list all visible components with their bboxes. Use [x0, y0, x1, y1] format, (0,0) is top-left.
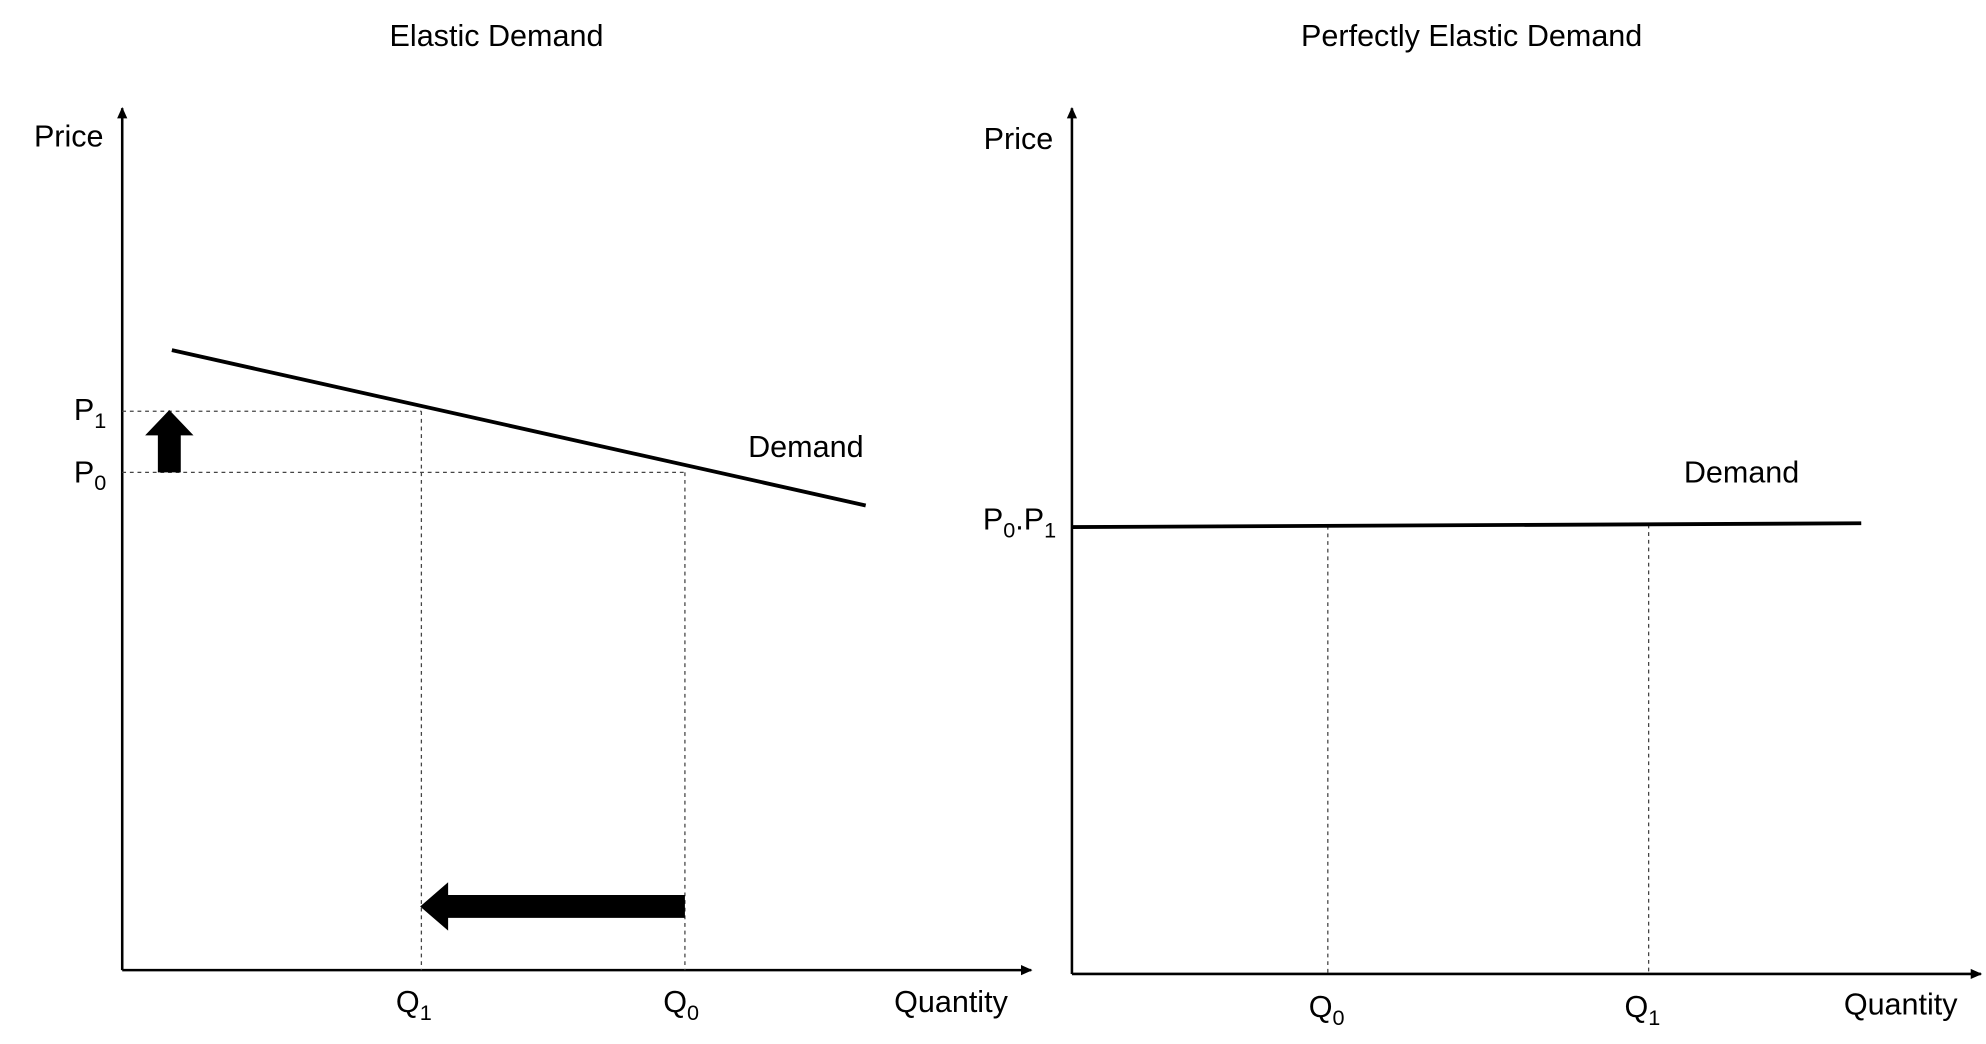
label-base: Q — [1624, 990, 1648, 1024]
quantity-label: Q1 — [1624, 990, 1660, 1030]
curve-label: Demand — [748, 430, 863, 464]
label-sub: 0 — [687, 1000, 699, 1025]
label-sub: 1 — [94, 408, 106, 433]
panel-title: Elastic Demand — [390, 19, 604, 53]
label-sub: 0 — [1003, 517, 1015, 542]
demand-curve — [171, 348, 867, 508]
perfectly-elastic-panel: Perfectly Elastic Demand Price Quantity … — [983, 19, 1983, 1030]
label-base: P — [74, 393, 94, 427]
label-base: Q — [1309, 990, 1333, 1024]
label-base: Q — [663, 985, 687, 1019]
price-up-arrow — [145, 409, 194, 473]
x-axis-label: Quantity — [1844, 988, 1958, 1022]
elastic-panel: Elastic Demand Price Quantity Demand P1 … — [34, 19, 1033, 1025]
y-axis-label: Price — [984, 122, 1054, 156]
label-base: P — [1024, 503, 1044, 537]
demand-curve — [1071, 521, 1862, 530]
label-sub: 1 — [420, 1000, 432, 1025]
panel-title: Perfectly Elastic Demand — [1301, 19, 1642, 53]
label-base: P — [983, 503, 1003, 537]
label-sub: 1 — [1044, 517, 1056, 542]
quantity-label: Q0 — [663, 985, 699, 1025]
curve-label: Demand — [1684, 456, 1799, 490]
quantity-label: Q1 — [396, 985, 432, 1025]
label-separator: . — [1015, 503, 1024, 537]
label-sub: 1 — [1648, 1005, 1660, 1030]
price-label: P0.P1 — [983, 503, 1056, 543]
price-label: P0 — [74, 456, 106, 496]
label-sub: 0 — [94, 470, 106, 495]
label-base: P — [74, 456, 94, 490]
price-label: P1 — [74, 393, 106, 433]
quantity-label: Q0 — [1309, 990, 1345, 1030]
y-axis-label: Price — [34, 119, 104, 153]
quantity-left-arrow — [420, 882, 685, 931]
label-base: Q — [396, 985, 420, 1019]
x-axis-label: Quantity — [894, 985, 1008, 1019]
label-sub: 0 — [1332, 1005, 1344, 1030]
